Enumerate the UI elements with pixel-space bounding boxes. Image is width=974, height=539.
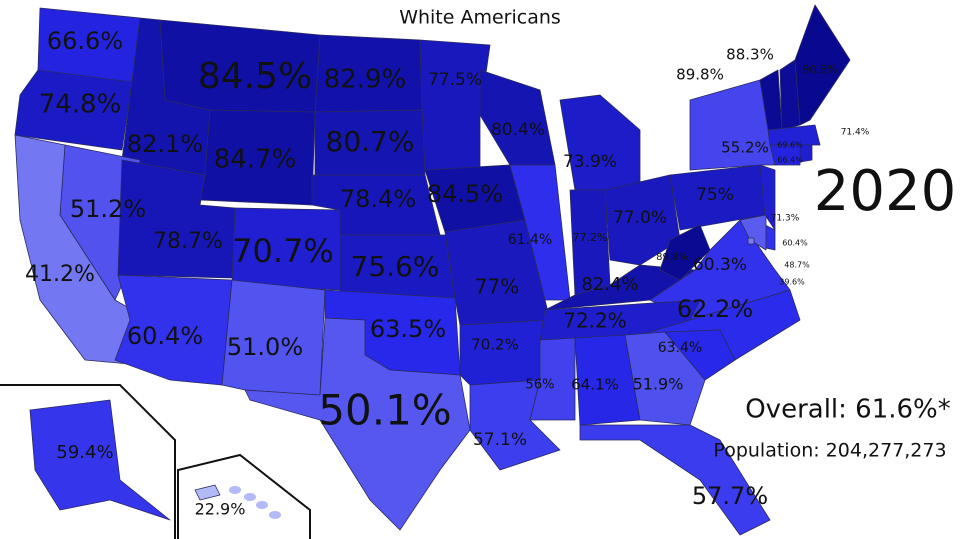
state-label: 59.4% [56, 442, 113, 463]
state-label: 56% [526, 378, 555, 393]
state-label: 71.3% [771, 214, 800, 224]
state-label: 66.6% [47, 27, 123, 55]
state [764, 224, 776, 251]
state-label: 78.7% [153, 229, 223, 254]
state-label: 72.2% [563, 309, 627, 333]
state-label: 73.9% [563, 152, 617, 172]
state [739, 214, 767, 251]
state-label: 80.7% [326, 125, 415, 158]
state [419, 39, 491, 171]
state [664, 329, 736, 381]
state [194, 484, 221, 501]
state-label: 57.7% [692, 482, 768, 510]
alaska-inset-border [0, 384, 176, 539]
state-label: 71.4% [841, 128, 870, 138]
state-label: 57.1% [473, 430, 527, 450]
state-label: 89.8% [676, 66, 724, 84]
state [559, 94, 641, 191]
island [229, 486, 241, 494]
state-label: 78.4% [340, 185, 416, 213]
state-label: 69.6% [777, 141, 803, 150]
state-label: 89.8% [656, 252, 688, 263]
state-label: 82.4% [581, 274, 638, 295]
state-label: 51.9% [633, 375, 684, 394]
state [779, 59, 801, 131]
state-label: 62.2% [677, 295, 753, 323]
state-label: 55.2% [721, 139, 769, 157]
state [767, 124, 821, 146]
state-label: 66.4% [777, 156, 803, 165]
state-label: 90.8% [803, 63, 838, 76]
state-label: 51.2% [70, 195, 146, 223]
state-label: 82.1% [127, 130, 203, 158]
state-label: 60.3% [693, 255, 747, 275]
labels: 66.6% 74.8%82.1% 84.5% 82.9% 77.5% 84.7% 80.7%… [25, 27, 870, 519]
state [199, 109, 316, 206]
state-label: 63.4% [658, 340, 702, 356]
island [256, 501, 268, 509]
state [659, 224, 711, 281]
state [14, 69, 133, 151]
state [244, 317, 471, 531]
island [269, 511, 281, 519]
state [579, 424, 771, 536]
state [479, 69, 556, 166]
overall: Overall: 61.6%* [745, 395, 951, 425]
state-label: 39.6% [779, 278, 805, 287]
state-label: 74.8% [39, 90, 122, 120]
state-label: 77.2% [573, 231, 608, 244]
map-title: White Americans [399, 7, 561, 29]
state-label: 88.3% [726, 46, 774, 64]
population: Population: 204,277,273 [713, 440, 946, 462]
state-label: 51.0% [227, 333, 303, 361]
state-label: 70.2% [471, 336, 519, 354]
state [509, 164, 571, 301]
state-label: 75% [696, 185, 734, 205]
state-label: 84.7% [214, 145, 297, 175]
state-label: 82.9% [324, 65, 407, 95]
state [689, 79, 776, 171]
hawaii-inset-border [177, 453, 311, 539]
year: 2020 [814, 159, 957, 224]
state [529, 337, 576, 421]
state-label: 77.0% [613, 208, 667, 228]
states [14, 4, 851, 536]
state [747, 237, 755, 245]
island [244, 493, 256, 501]
state [799, 144, 813, 163]
state-label: 48.7% [784, 261, 810, 270]
state-label: 60.4% [782, 239, 808, 248]
state [624, 331, 706, 426]
state-label: 84.5% [198, 56, 312, 97]
state-label: 77.5% [428, 70, 482, 90]
state-label: 50.1% [318, 386, 451, 435]
state-label: 61.4% [508, 232, 552, 248]
state-label: 60.4% [127, 322, 203, 350]
state [29, 399, 171, 521]
state-label: 22.9% [195, 500, 246, 519]
state [604, 174, 681, 266]
state-label: 84.5% [427, 180, 503, 208]
state-label: 63.5% [370, 315, 446, 343]
state-label: 70.7% [232, 232, 334, 270]
state-label: 80.4% [491, 120, 545, 140]
state [769, 144, 801, 166]
state-label: 75.6% [351, 250, 440, 283]
state-label: 64.1% [571, 376, 619, 394]
state-label: 41.2% [25, 262, 95, 287]
state-label: 77% [475, 275, 519, 299]
